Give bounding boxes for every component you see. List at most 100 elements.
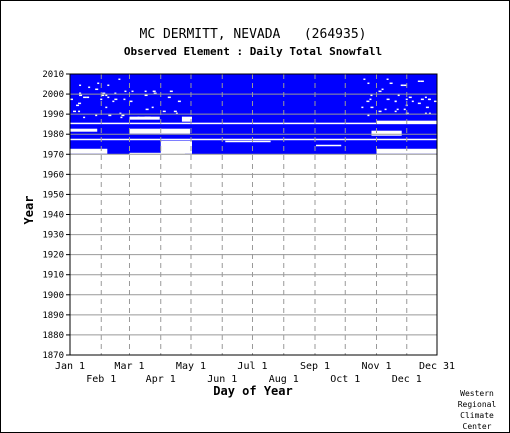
missing-day-mark: [144, 116, 148, 119]
missing-day-mark: [112, 100, 115, 103]
missing-day-mark: [121, 114, 125, 117]
missing-day-mark: [73, 110, 77, 113]
missing-day-mark: [433, 100, 437, 103]
missing-record-gap: [70, 128, 98, 132]
missing-day-mark: [114, 92, 117, 95]
missing-day-mark: [428, 98, 431, 101]
y-axis-label: Year: [22, 196, 36, 225]
missing-day-mark: [424, 112, 427, 115]
y-tick-label: 1870: [42, 351, 64, 361]
missing-day-mark: [95, 88, 99, 91]
y-tick-label: 1900: [42, 291, 64, 301]
missing-day-mark: [83, 96, 87, 99]
missing-record-gap: [225, 140, 271, 143]
missing-day-mark: [162, 110, 166, 113]
missing-day-mark: [378, 90, 382, 93]
missing-day-mark: [417, 102, 421, 105]
x-tick-label: Sep 1: [300, 361, 330, 372]
chart-title: MC DERMITT, NEVADA (264935): [140, 27, 367, 42]
grid-lines: [70, 73, 437, 356]
y-tick-label: 1930: [42, 231, 64, 241]
missing-day-mark: [367, 114, 370, 117]
x-tick-label: Nov 1: [361, 361, 391, 372]
missing-record-gap: [160, 140, 192, 154]
missing-record-gap: [70, 138, 437, 141]
x-tick-label: Dec 1: [392, 374, 422, 385]
missing-day-mark: [137, 116, 140, 119]
missing-day-mark: [79, 94, 83, 97]
x-tick-label: Jun 1: [207, 374, 237, 385]
missing-record-gap: [70, 148, 108, 154]
missing-day-mark: [175, 112, 178, 115]
missing-day-mark: [124, 90, 127, 93]
missing-day-mark: [386, 98, 390, 101]
missing-day-mark: [144, 94, 148, 97]
missing-record-gap: [376, 148, 437, 154]
missing-day-mark: [145, 108, 149, 111]
missing-record-gap: [129, 116, 160, 120]
missing-day-mark: [169, 90, 173, 93]
x-tick-label: Jan 1: [55, 361, 85, 372]
x-axis-label: Day of Year: [213, 384, 292, 398]
y-tick-label: 1940: [42, 211, 64, 221]
missing-day-mark: [424, 96, 427, 99]
y-tick-label: 2000: [42, 90, 64, 100]
x-tick-label: Mar 1: [114, 361, 144, 372]
missing-day-mark: [151, 106, 154, 109]
missing-day-mark: [167, 96, 171, 99]
missing-day-mark: [107, 96, 110, 99]
missing-day-mark: [105, 106, 108, 109]
missing-day-mark: [173, 110, 177, 113]
missing-day-mark: [131, 90, 134, 93]
missing-day-mark: [417, 80, 421, 83]
missing-record-gap: [129, 128, 190, 134]
y-tick-label: 1910: [42, 271, 64, 281]
missing-day-mark: [114, 98, 118, 101]
missing-day-mark: [394, 110, 397, 113]
missing-day-mark: [107, 84, 110, 87]
y-tick-label: 1960: [42, 170, 64, 180]
missing-day-mark: [367, 82, 370, 85]
missing-day-mark: [79, 84, 82, 87]
missing-day-mark: [405, 98, 408, 101]
credit-line: Center: [462, 422, 492, 431]
missing-day-mark: [153, 92, 157, 95]
missing-day-mark: [119, 112, 122, 115]
x-tick-label: Apr 1: [146, 374, 176, 385]
x-tick-label: Feb 1: [86, 374, 116, 385]
missing-day-mark: [129, 100, 133, 103]
credit-line: Western: [460, 389, 494, 398]
missing-day-mark: [123, 98, 126, 101]
missing-day-mark: [396, 108, 399, 111]
x-tick-label: Oct 1: [330, 374, 360, 385]
missing-day-mark: [78, 110, 81, 113]
missing-day-mark: [408, 96, 412, 99]
missing-day-mark: [108, 114, 112, 117]
y-tick-label: 1920: [42, 251, 64, 261]
y-tick-label: 1970: [42, 150, 64, 160]
missing-record-gap: [371, 130, 402, 136]
x-tick-label: May 1: [176, 361, 206, 372]
missing-day-mark: [403, 108, 406, 111]
y-tick-label: 1880: [42, 331, 64, 341]
missing-day-mark: [361, 106, 364, 109]
missing-day-mark: [397, 94, 400, 97]
missing-day-mark: [76, 104, 80, 107]
missing-day-mark: [86, 96, 90, 99]
x-tick-label: Jul 1: [237, 361, 267, 372]
missing-day-mark: [101, 94, 105, 97]
x-axis-ticks: Jan 1 Mar 1 May 1 Jul 1 Sep 1 Nov 1 Dec 31 Feb …: [55, 361, 455, 385]
missing-day-mark: [70, 98, 73, 101]
missing-day-mark: [363, 78, 366, 81]
credit-line: Regional: [457, 400, 497, 409]
missing-day-mark: [369, 98, 372, 101]
x-tick-label: Aug 1: [269, 374, 299, 385]
missing-record-gap: [129, 152, 185, 155]
missing-day-mark: [152, 90, 156, 93]
missing-day-mark: [420, 98, 424, 101]
missing-day-mark: [83, 116, 86, 119]
y-tick-label: 1950: [42, 190, 64, 200]
missing-day-mark: [381, 88, 384, 91]
y-tick-label: 1890: [42, 311, 64, 321]
